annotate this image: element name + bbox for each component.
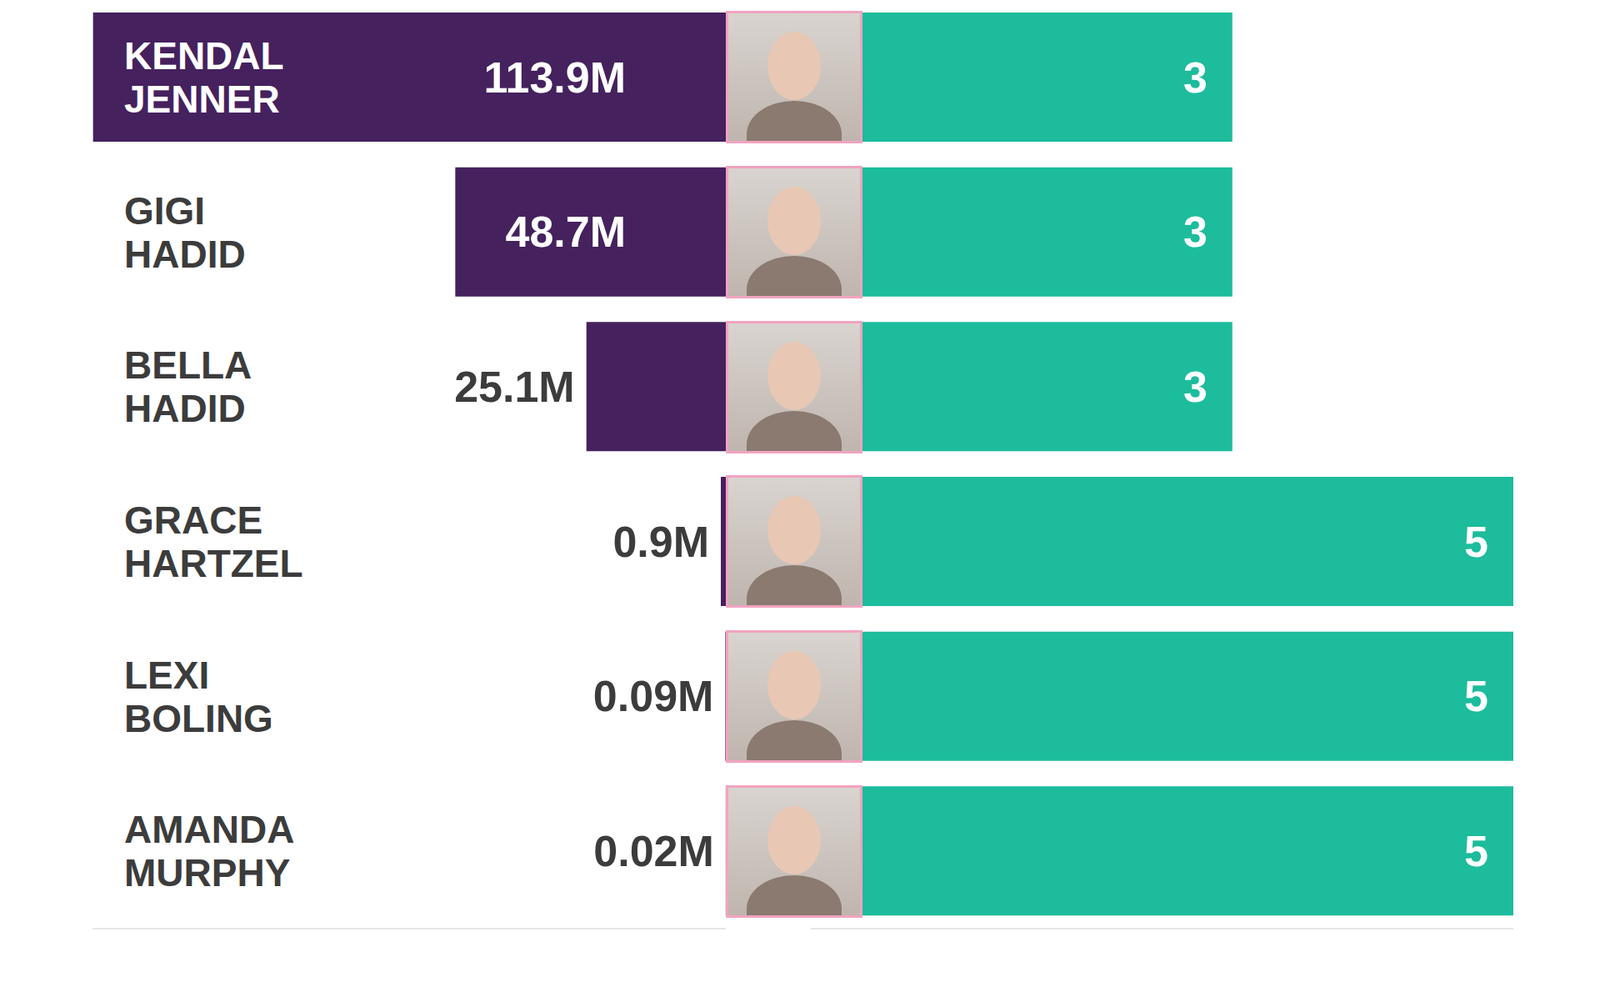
- svg-text:3: 3: [1183, 207, 1208, 256]
- svg-text:0.9M: 0.9M: [612, 517, 710, 566]
- svg-text:5: 5: [1464, 517, 1489, 566]
- svg-text:3: 3: [1183, 362, 1208, 411]
- svg-text:LEXIBOLING: LEXIBOLING: [124, 653, 274, 740]
- svg-text:5: 5: [1464, 826, 1489, 875]
- svg-text:0.02M: 0.02M: [593, 826, 715, 875]
- svg-text:5: 5: [1464, 671, 1489, 720]
- svg-text:GRACEHARTZEL: GRACEHARTZEL: [124, 498, 304, 585]
- svg-text:48.7M: 48.7M: [505, 207, 626, 256]
- svg-text:3: 3: [1183, 53, 1208, 102]
- svg-text:BELLAHADID: BELLAHADID: [124, 343, 252, 430]
- svg-text:GIGIHADID: GIGIHADID: [124, 189, 246, 276]
- svg-text:113.9M: 113.9M: [483, 53, 626, 102]
- svg-text:0.09M: 0.09M: [593, 671, 715, 720]
- svg-text:25.1M: 25.1M: [454, 362, 575, 411]
- svg-text:AMANDAMURPHY: AMANDAMURPHY: [124, 807, 295, 895]
- svg-text:KENDALJENNER: KENDALJENNER: [124, 34, 285, 121]
